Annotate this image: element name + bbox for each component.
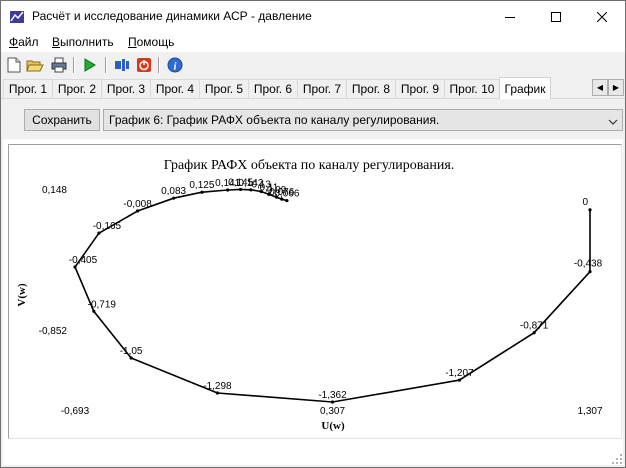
data-point [330, 400, 335, 404]
data-label: 0,145 [228, 177, 253, 188]
info-icon[interactable]: i [166, 56, 184, 74]
tab-prog-7[interactable]: Прог. 7 [297, 79, 347, 98]
run-icon[interactable] [81, 56, 99, 74]
data-label: 0,11 [260, 182, 279, 193]
data-point [129, 356, 133, 360]
app-icon [9, 9, 25, 25]
data-label: 0,125 [189, 180, 214, 191]
svg-text:i: i [173, 61, 177, 73]
data-label: 0,142 [238, 178, 263, 189]
window-title: Расчёт и исследование динамики АСР - дав… [32, 9, 312, 23]
tab-scroll-right-icon[interactable]: ▶ [608, 79, 624, 96]
data-point [200, 190, 204, 194]
data-label: 0,09 [267, 185, 287, 196]
tab-prog-4[interactable]: Прог. 4 [150, 79, 200, 98]
data-point [457, 378, 462, 382]
menu-help[interactable]: Помощь [128, 35, 175, 49]
graph-controls: Сохранить График 6: График РАФХ объекта … [3, 99, 623, 139]
data-label: 0,083 [161, 186, 186, 197]
rafh-chart: График РАФХ объекта по каналу регулирова… [16, 158, 603, 432]
data-label: -1,362 [318, 390, 347, 401]
data-point [532, 331, 536, 335]
toolbar-separator [158, 57, 160, 73]
data-label: -1,207 [445, 368, 474, 379]
data-point [226, 188, 230, 192]
data-point [588, 270, 592, 274]
data-point [215, 391, 219, 395]
data-point [267, 192, 271, 196]
data-point [285, 198, 289, 203]
chart-line [74, 188, 591, 403]
data-point [135, 209, 140, 213]
tab-strip: Прог. 1 Прог. 2 Прог. 3 Прог. 4 Прог. 5 … [1, 77, 625, 99]
close-button[interactable] [579, 1, 625, 32]
tab-scroll: ◀ ▶ [592, 79, 624, 96]
data-label: -1,05 [120, 346, 143, 357]
data-label: -0,871 [520, 321, 549, 332]
data-point [280, 197, 284, 201]
data-point [275, 195, 279, 199]
data-point [97, 231, 101, 235]
tab-prog-6[interactable]: Прог. 6 [248, 79, 298, 98]
data-point [238, 187, 243, 192]
data-label: 0,066 [274, 189, 299, 200]
x-tick-label: 1,307 [577, 406, 602, 417]
stop-icon[interactable] [113, 56, 131, 74]
data-point [92, 309, 96, 313]
resize-grip-icon[interactable] [611, 453, 623, 465]
tab-prog-10[interactable]: Прог. 10 [444, 79, 500, 98]
chart-title: График РАФХ объекта по каналу регулирова… [164, 158, 455, 173]
y-tick-label: -0,852 [39, 326, 68, 337]
menu-run[interactable]: Выполнить [52, 35, 114, 49]
data-label: -0,438 [574, 259, 603, 270]
data-point [249, 188, 253, 192]
maximize-button[interactable] [533, 1, 579, 32]
data-point [259, 189, 263, 194]
toolbar-separator [73, 57, 75, 73]
chart-frame: График РАФХ объекта по каналу регулирова… [8, 144, 622, 439]
toolbar-separator [105, 57, 107, 73]
title-bar[interactable]: Расчёт и исследование динамики АСР - дав… [1, 1, 625, 32]
data-label: -0,719 [88, 299, 117, 310]
minimize-button[interactable] [487, 1, 533, 32]
y-tick-label: 0,148 [42, 185, 67, 196]
toolbar: i [1, 53, 625, 77]
data-label: 0,13 [251, 180, 271, 191]
tab-prog-5[interactable]: Прог. 5 [199, 79, 249, 98]
exit-icon[interactable] [135, 56, 153, 74]
open-folder-icon[interactable] [26, 56, 44, 74]
data-label: -1,298 [203, 381, 232, 392]
data-label: -0,008 [123, 199, 152, 210]
tab-prog-1[interactable]: Прог. 1 [3, 79, 53, 98]
data-label: -0,405 [69, 255, 98, 266]
save-button[interactable]: Сохранить [24, 109, 100, 131]
print-icon[interactable] [50, 56, 68, 74]
tab-prog-9[interactable]: Прог. 9 [395, 79, 445, 98]
tab-prog-3[interactable]: Прог. 3 [101, 79, 151, 98]
data-label: 0,076 [269, 187, 294, 198]
x-tick-label: -0,693 [61, 406, 90, 417]
new-file-icon[interactable] [5, 56, 23, 74]
tab-scroll-left-icon[interactable]: ◀ [592, 79, 608, 96]
y-axis-label: V(w) [16, 283, 28, 307]
x-axis-label: U(w) [321, 420, 345, 432]
chevron-down-icon [608, 115, 618, 129]
data-label: 0 [582, 197, 588, 208]
tab-prog-8[interactable]: Прог. 8 [346, 79, 396, 98]
graph-select-value: График 6: График РАФХ объекта по каналу … [109, 113, 440, 127]
graph-select[interactable]: График 6: График РАФХ объекта по каналу … [103, 109, 623, 131]
data-label: -0,165 [93, 221, 122, 232]
data-point [73, 265, 77, 269]
x-tick-label: 0,307 [320, 406, 345, 417]
menu-file[interactable]: Файл [9, 35, 39, 49]
menu-bar: Файл Выполнить Помощь [1, 32, 625, 52]
data-point [172, 196, 176, 200]
tab-graph[interactable]: График [499, 77, 551, 99]
graph-tab-content: Сохранить График 6: График РАФХ объекта … [3, 99, 623, 465]
tab-prog-2[interactable]: Прог. 2 [52, 79, 102, 98]
data-label: 0,141 [215, 178, 240, 189]
data-point [588, 208, 592, 212]
